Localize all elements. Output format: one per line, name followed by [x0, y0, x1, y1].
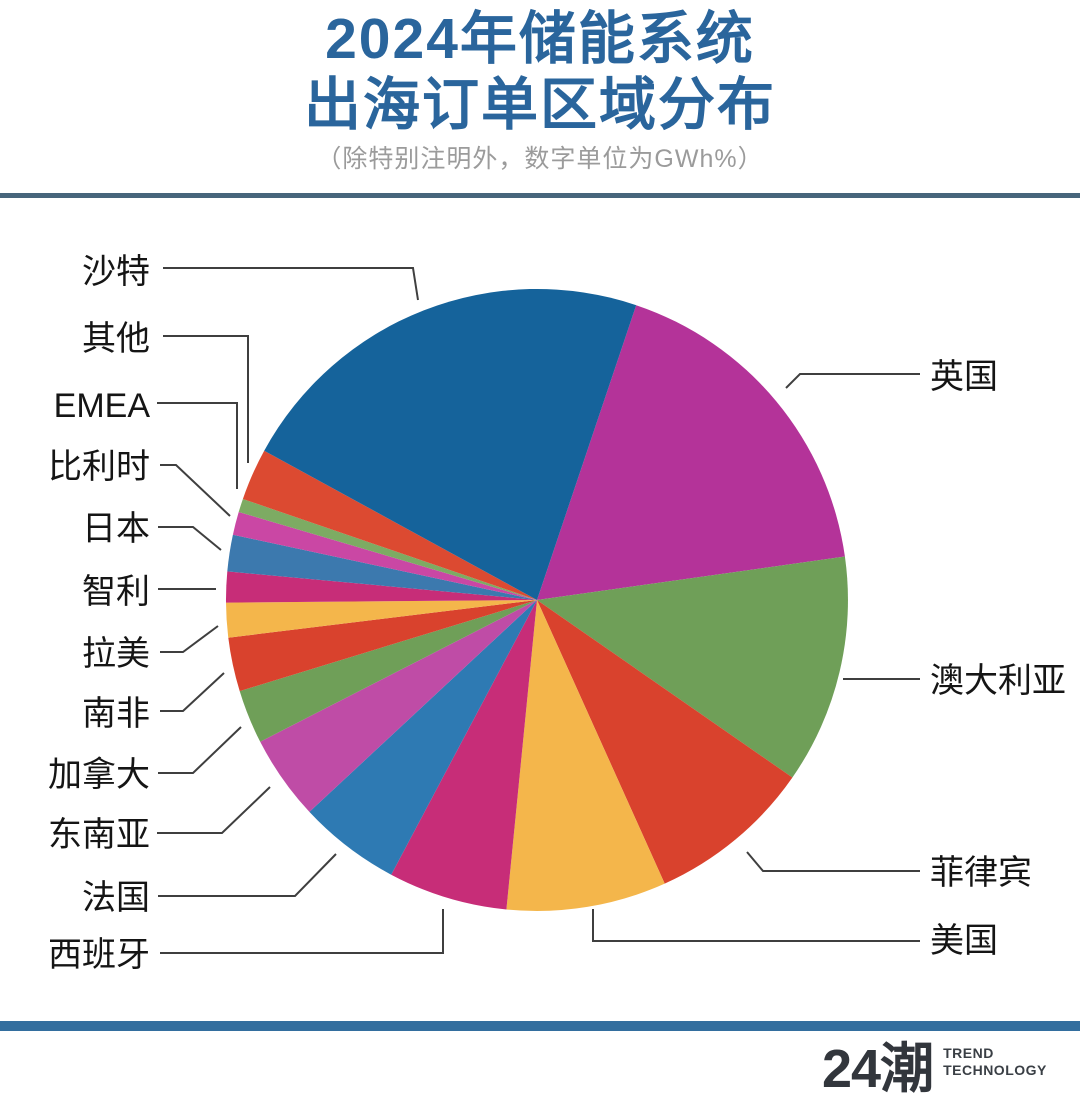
logo-24chao: 24潮 TREND TECHNOLOGY — [822, 1038, 1047, 1100]
leader-line-uk — [785, 373, 920, 389]
header-divider — [0, 193, 1080, 198]
pie-slice-south-africa — [228, 600, 538, 692]
pie-slice-uk — [537, 305, 845, 600]
footer-divider — [0, 1021, 1080, 1031]
pie-slice-belgium — [232, 512, 537, 600]
logo-24chao-text: 24潮 — [822, 1039, 934, 1099]
pie-slice-japan — [227, 534, 538, 600]
leader-line-usa — [592, 909, 920, 942]
leader-line-canada — [158, 726, 242, 774]
leader-line-others — [163, 335, 249, 463]
leader-line-south-africa — [160, 672, 225, 712]
pie-slice-saudi — [264, 288, 637, 600]
slice-label-usa: 美国 — [930, 922, 998, 960]
pie-slice-emea — [238, 499, 537, 600]
slice-label-latam: 拉美 — [82, 635, 150, 673]
slice-label-southeast-asia: 东南亚 — [48, 816, 150, 854]
chart-title-line1: 2024年储能系统 — [325, 7, 755, 71]
slice-label-south-africa: 南非 — [82, 695, 150, 733]
slice-label-others: 其他 — [82, 320, 150, 358]
slice-label-uk: 英国 — [930, 358, 998, 396]
slice-label-saudi: 沙特 — [82, 253, 150, 291]
pie-slice-others — [242, 450, 537, 600]
chart-subtitle: （除特别注明外，数字单位为GWh%） — [316, 145, 764, 173]
chart-title: 2024年储能系统 出海订单区域分布 — [0, 6, 1080, 138]
pie-slice-canada — [239, 600, 537, 742]
leader-line-spain — [160, 909, 444, 954]
leader-line-emea — [157, 402, 238, 489]
leader-line-saudi — [163, 267, 419, 301]
logo-trend-line: TREND — [943, 1045, 994, 1061]
leader-line-france — [158, 853, 337, 897]
logo-trend-technology: TREND TECHNOLOGY — [943, 1045, 1047, 1079]
leader-line-southeast-asia — [157, 786, 271, 834]
leader-line-latam — [160, 625, 219, 653]
slice-label-chile: 智利 — [82, 573, 150, 611]
pie-slice-usa — [506, 600, 665, 912]
pie-slice-australia — [537, 556, 848, 778]
pie-slice-france — [309, 600, 537, 875]
leader-line-belgium — [160, 464, 231, 517]
slice-label-spain: 西班牙 — [48, 936, 150, 974]
logo-technology-line: TECHNOLOGY — [943, 1062, 1047, 1078]
slice-label-japan: 日本 — [82, 510, 150, 548]
pie-slice-latam — [226, 600, 537, 638]
pie-slice-southeast-asia — [260, 600, 537, 812]
pie-slice-spain — [391, 600, 537, 910]
slice-label-france: 法国 — [82, 879, 150, 917]
slice-label-australia: 澳大利亚 — [930, 662, 1066, 700]
chart-title-line2: 出海订单区域分布 — [304, 73, 776, 137]
pie-slice-chile — [225, 571, 538, 603]
leader-line-japan — [158, 526, 222, 551]
slice-label-canada: 加拿大 — [48, 756, 150, 794]
leader-line-philippines — [746, 851, 920, 872]
slice-label-belgium: 比利时 — [48, 448, 150, 486]
slice-label-philippines: 菲律宾 — [930, 854, 1032, 892]
slice-label-emea: EMEA — [54, 387, 151, 425]
pie-slice-philippines — [537, 600, 793, 884]
